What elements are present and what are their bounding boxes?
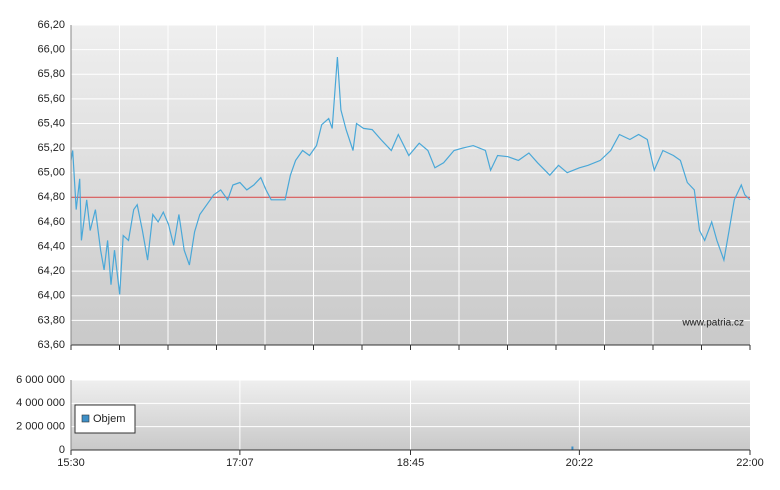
x-tick-label: 22:00 [736, 457, 764, 469]
y-tick-label: 0 [59, 444, 65, 456]
x-tick-label: 18:45 [397, 457, 425, 469]
price-line [70, 56, 751, 295]
x-tick-label: 15:30 [57, 457, 85, 469]
volume-bar [571, 446, 574, 450]
y-tick-label: 65,60 [37, 93, 65, 105]
x-tick-label: 20:22 [566, 457, 594, 469]
y-tick-label: 65,80 [37, 68, 65, 80]
legend-swatch [81, 414, 90, 423]
y-tick-label: 64,00 [37, 290, 65, 302]
y-tick-label: 64,40 [37, 240, 65, 252]
y-tick-label: 6 000 000 [16, 374, 65, 386]
y-tick-label: 66,00 [37, 44, 65, 56]
y-tick-label: 66,20 [37, 19, 65, 31]
watermark: www.patria.cz [681, 318, 744, 329]
legend-label: Objem [93, 413, 125, 425]
y-tick-label: 64,80 [37, 191, 65, 203]
x-tick-label: 17:07 [226, 457, 254, 469]
y-tick-label: 65,00 [37, 167, 65, 179]
y-tick-label: 64,20 [37, 265, 65, 277]
y-tick-label: 2 000 000 [16, 421, 65, 433]
y-tick-label: 63,80 [37, 314, 65, 326]
y-tick-label: 63,60 [37, 339, 65, 351]
y-tick-label: 4 000 000 [16, 397, 65, 409]
y-tick-label: 65,40 [37, 117, 65, 129]
y-tick-label: 65,20 [37, 142, 65, 154]
y-tick-label: 64,60 [37, 216, 65, 228]
